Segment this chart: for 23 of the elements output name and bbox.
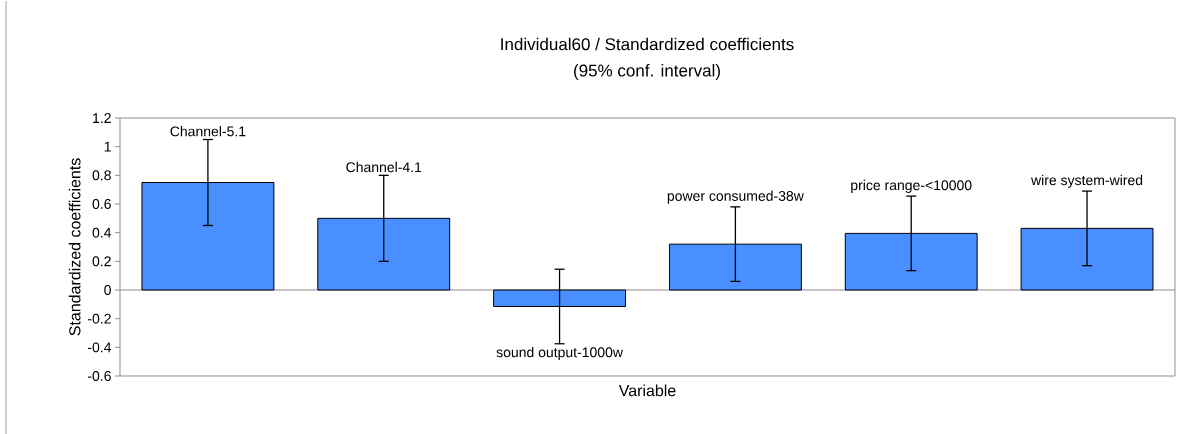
chart-title: Individual60 / Standardized coefficients <box>501 37 794 51</box>
y-tick-label: -0.2 <box>87 313 111 324</box>
bar <box>1020 227 1154 291</box>
x-tick-label: wire system-wired <box>1031 174 1143 188</box>
y-tick-label: 0.4 <box>92 227 112 238</box>
chart-subtitle: (95% conf. interval) <box>574 64 720 80</box>
y-tick-label: -0.6 <box>87 371 111 381</box>
y-tick-label: -0.4 <box>87 342 112 353</box>
x-tick-label: price range-<10000 <box>851 179 972 193</box>
y-tick-label: 0.8 <box>92 170 111 181</box>
x-tick-label: Channel-5.1 <box>170 126 246 137</box>
x-tick-label: Channel-4.1 <box>346 161 422 173</box>
y-tick-label: 0 <box>104 285 111 295</box>
x-tick-label: power consumed-38w <box>667 190 804 204</box>
y-tick-label: 0.2 <box>92 256 111 267</box>
y-tick-label: 1 <box>104 141 111 152</box>
x-tick-label: sound output-1000w <box>496 346 623 361</box>
y-axis-title: Standardized coefficients <box>68 158 81 336</box>
x-axis-title: Variable <box>618 384 676 397</box>
y-tick-label: 0.6 <box>92 199 111 209</box>
y-tick-label: 1.2 <box>93 113 111 123</box>
bar <box>317 217 451 291</box>
bar <box>844 232 978 291</box>
